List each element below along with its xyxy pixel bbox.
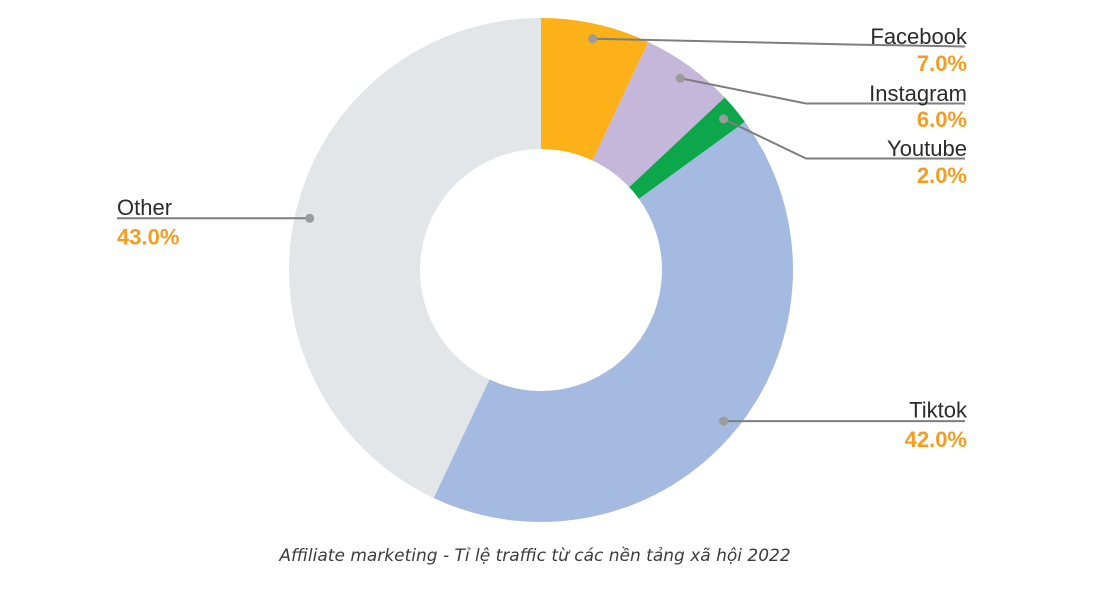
slice-label-tiktok: Tiktok: [909, 398, 968, 423]
slice-value-other: 43.0%: [117, 224, 179, 249]
slice-label-youtube: Youtube: [887, 136, 967, 161]
leader-dot-tiktok: [719, 416, 729, 426]
slice-value-tiktok: 42.0%: [905, 427, 967, 452]
slice-label-facebook: Facebook: [870, 24, 968, 49]
leader-dot-youtube: [719, 114, 729, 124]
donut-slice-instagram: [592, 41, 725, 188]
leader-line-instagram: [680, 77, 965, 105]
leader-dot-other: [305, 213, 315, 223]
donut-slices-layer: [288, 17, 794, 523]
leader-dot-facebook: [588, 34, 598, 44]
donut-slice-tiktok: [433, 121, 794, 523]
slice-value-facebook: 7.0%: [917, 51, 967, 76]
slice-label-other: Other: [117, 195, 172, 220]
donut-slice-other: [288, 17, 541, 499]
chart-caption: Affiliate marketing - Tỉ lệ traffic từ c…: [279, 546, 791, 566]
donut-slice-facebook: [541, 18, 649, 161]
leader-line-facebook: [592, 37, 966, 48]
leader-line-youtube: [723, 118, 965, 160]
slice-value-youtube: 2.0%: [917, 163, 967, 188]
leader-lines-layer: [117, 34, 966, 426]
donut-slice-youtube: [629, 97, 745, 199]
leader-dot-instagram: [675, 73, 685, 83]
slice-labels-layer: Facebook 7.0% Instagram 6.0% Youtube 2.0…: [117, 24, 968, 452]
slice-value-instagram: 6.0%: [917, 107, 967, 132]
slice-label-instagram: Instagram: [869, 81, 967, 106]
